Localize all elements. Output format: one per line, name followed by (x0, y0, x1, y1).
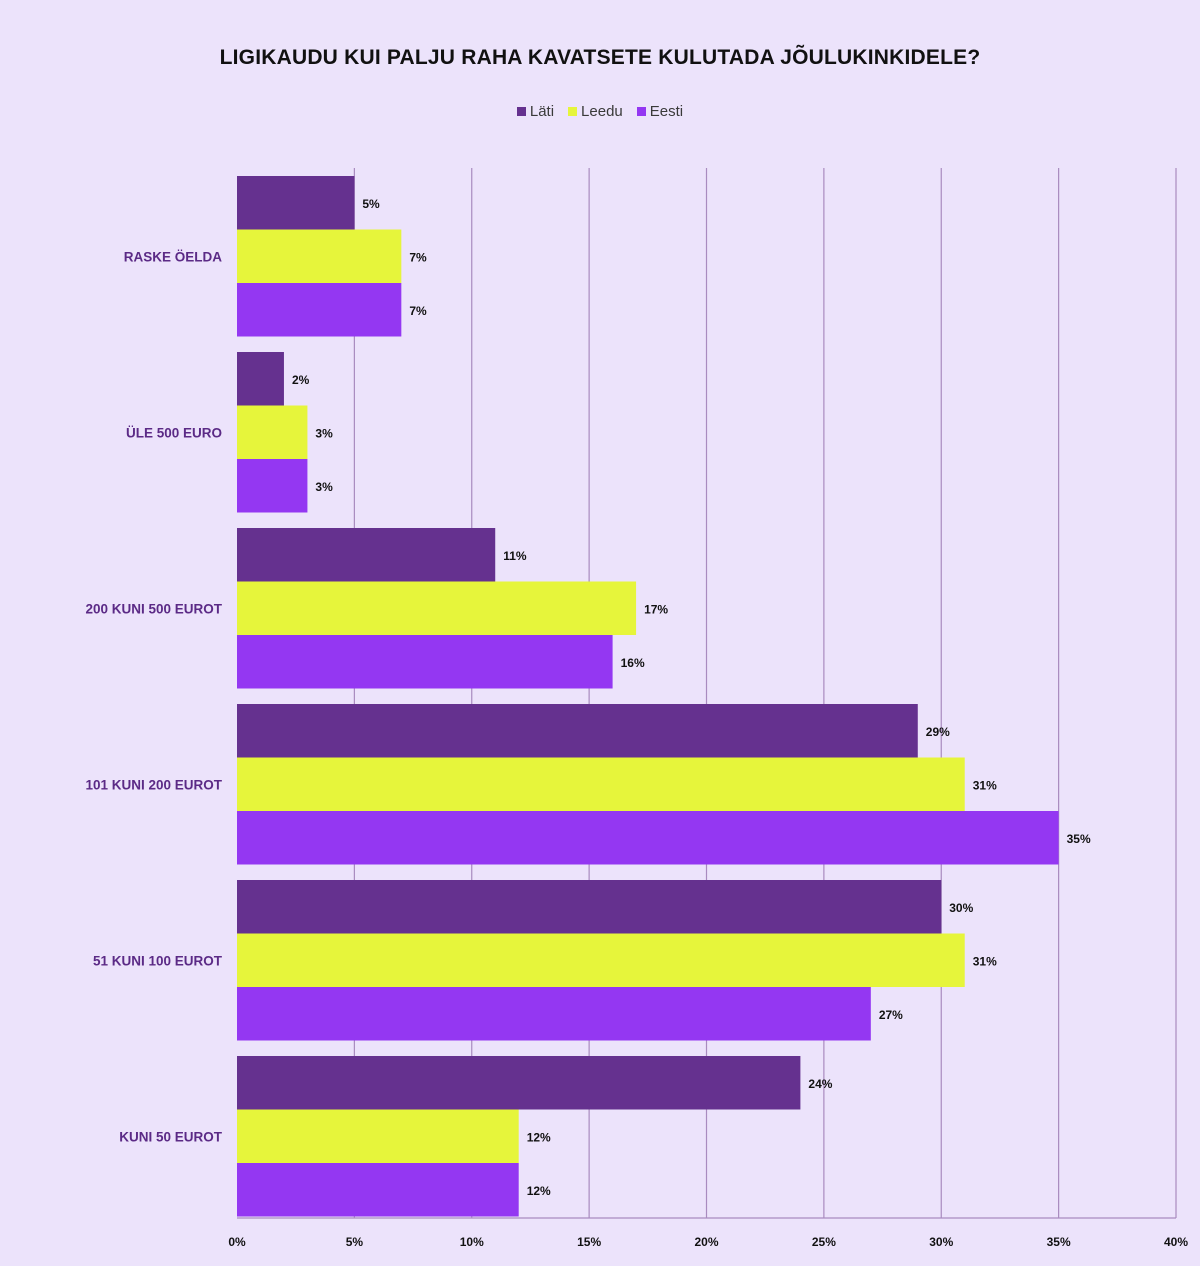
data-label: 7% (409, 250, 427, 264)
legend-swatch (568, 107, 578, 116)
x-tick-label: 15% (577, 1235, 601, 1249)
x-tick-label: 40% (1164, 1235, 1188, 1249)
legend-item: Läti (516, 103, 555, 120)
data-label: 16% (621, 656, 645, 670)
data-label: 27% (879, 1008, 903, 1022)
x-tick-label: 20% (694, 1235, 718, 1249)
data-label: 3% (315, 480, 333, 494)
bar (237, 352, 284, 406)
data-label: 11% (503, 549, 527, 563)
category-label: 51 KUNI 100 EUROT (93, 953, 223, 968)
x-tick-label: 0% (228, 1235, 246, 1249)
legend-swatch (516, 107, 526, 116)
bar (237, 1163, 519, 1217)
x-tick-label: 35% (1047, 1235, 1071, 1249)
bar (237, 459, 308, 513)
legend-item: Leedu (568, 103, 623, 120)
bar (237, 176, 355, 230)
bar (237, 757, 965, 811)
data-label: 3% (315, 426, 333, 440)
data-label: 12% (527, 1130, 551, 1144)
data-label: 31% (973, 954, 997, 968)
x-tick-label: 30% (929, 1235, 953, 1249)
data-label: 35% (1067, 832, 1091, 846)
category-label: ÜLE 500 EURO (126, 425, 222, 440)
category-label: KUNI 50 EUROT (119, 1129, 223, 1144)
bar (237, 987, 871, 1041)
bar (237, 1109, 519, 1163)
data-label: 7% (409, 304, 427, 318)
data-label: 30% (949, 901, 973, 915)
data-label: 29% (926, 725, 950, 739)
x-tick-label: 5% (346, 1235, 364, 1249)
legend-label: Läti (529, 103, 555, 120)
data-label: 24% (808, 1077, 832, 1091)
category-label: RASKE ÖELDA (124, 249, 223, 264)
bar (237, 811, 1059, 865)
data-label: 31% (973, 778, 997, 792)
bar (237, 933, 965, 987)
data-label: 17% (644, 602, 668, 616)
legend-swatch (636, 107, 646, 116)
bar (237, 405, 308, 459)
bar (237, 581, 637, 635)
legend-label: Eesti (649, 103, 684, 120)
bar (237, 635, 613, 689)
bar (237, 880, 942, 934)
category-label: 101 KUNI 200 EUROT (85, 777, 222, 792)
chart-title: LIGIKAUDU KUI PALJU RAHA KAVATSETE KULUT… (219, 46, 981, 69)
bar (237, 229, 402, 283)
bar (237, 1056, 801, 1110)
x-tick-label: 10% (460, 1235, 484, 1249)
bar (237, 704, 918, 758)
data-label: 12% (527, 1184, 551, 1198)
legend-item: Eesti (636, 103, 684, 120)
bar (237, 528, 496, 582)
bar (237, 283, 402, 337)
data-label: 5% (362, 197, 380, 211)
data-label: 2% (292, 373, 310, 387)
legend: Läti Leedu Eesti (0, 103, 1200, 120)
x-tick-label: 25% (812, 1235, 836, 1249)
category-label: 200 KUNI 500 EUROT (85, 601, 222, 616)
legend-label: Leedu (581, 103, 623, 120)
